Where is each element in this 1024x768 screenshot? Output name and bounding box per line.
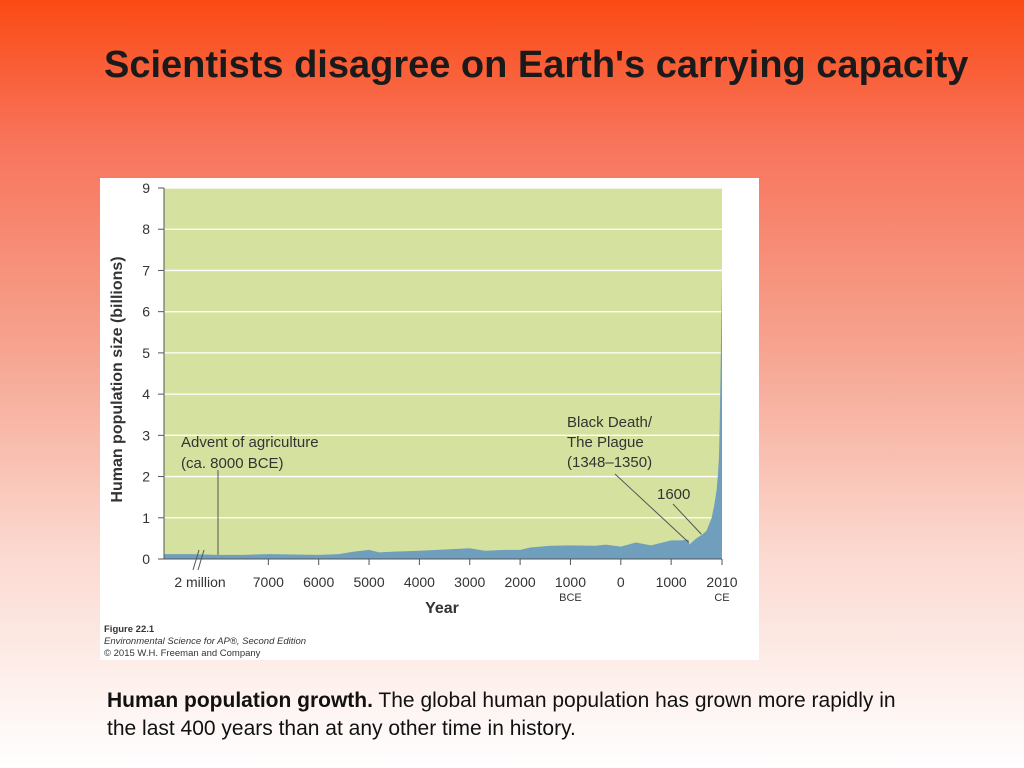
annotation-agriculture-line: (ca. 8000 BCE)	[181, 455, 284, 472]
y-axis-title: Human population size (billions)	[109, 256, 126, 502]
x-tick-label: 1000	[656, 574, 687, 590]
annotation-1600-label: 1600	[657, 486, 690, 503]
y-tick-label: 2	[142, 469, 150, 485]
figure-credit: Figure 22.1 Environmental Science for AP…	[104, 624, 306, 660]
y-tick-label: 8	[142, 221, 150, 237]
figure-copyright: © 2015 W.H. Freeman and Company	[104, 648, 261, 659]
x-tick-sublabel: BCE	[559, 592, 582, 604]
y-tick-label: 0	[142, 551, 150, 567]
annotation-black-death-leader	[614, 473, 690, 543]
caption-lead: Human population growth.	[107, 689, 373, 712]
y-tick-label: 4	[142, 386, 150, 402]
x-tick-labels: 2 million 7000 6000 5000 4000 3000 2000 1000 BCE…	[174, 574, 737, 604]
x-tick-label: 2 million	[174, 574, 225, 590]
axis-break-mark	[192, 549, 200, 571]
population-chart: 0 1 2 3 4 5 6 7 8 9 2 million 7000 6000 5000 4000 3000…	[109, 180, 738, 617]
figure-number: Figure 22.1	[104, 624, 155, 635]
y-tick-label: 5	[142, 345, 150, 361]
y-tick-label: 1	[142, 510, 150, 526]
y-tick-label: 7	[142, 262, 150, 278]
x-tick-label: 2000	[505, 574, 536, 590]
x-tick-sublabel: CE	[714, 592, 729, 604]
axis-break-mark	[197, 549, 205, 571]
x-tick-label: 6000	[303, 574, 334, 590]
y-tick-labels: 0 1 2 3 4 5 6 7 8 9	[142, 180, 150, 567]
y-tick-label: 6	[142, 304, 150, 320]
chart-figure: 0 1 2 3 4 5 6 7 8 9 2 million 7000 6000 5000 4000 3000…	[100, 178, 759, 660]
plot-background	[164, 188, 722, 559]
annotation-black-death-line: The Plague	[567, 434, 644, 451]
y-tick-label: 9	[142, 180, 150, 196]
annotation-black-death-line: (1348–1350)	[567, 454, 652, 471]
x-tick-label: 4000	[404, 574, 435, 590]
gridlines	[164, 187, 722, 519]
figure-source: Environmental Science for AP®, Second Ed…	[104, 636, 307, 647]
annotation-1600-leader	[672, 503, 702, 535]
x-tick-label: 0	[617, 574, 625, 590]
annotation-agriculture-line: Advent of agriculture	[181, 434, 319, 451]
x-tick-label: 3000	[454, 574, 485, 590]
slide-caption: Human population growth. The global huma…	[107, 687, 907, 743]
axes	[158, 187, 723, 571]
slide-title: Scientists disagree on Earth's carrying …	[104, 44, 969, 86]
x-tick-label: 5000	[353, 574, 384, 590]
annotation-black-death-line: Black Death/	[567, 414, 653, 431]
x-tick-label: 7000	[253, 574, 284, 590]
caption-body: The global human population has grown mo…	[107, 689, 896, 740]
annotations: Advent of agriculture (ca. 8000 BCE) Black…	[181, 414, 702, 555]
y-tick-label: 3	[142, 427, 150, 443]
x-axis-title: Year	[425, 600, 459, 617]
x-tick-label: 1000	[555, 574, 586, 590]
x-tick-label: 2010	[706, 574, 737, 590]
